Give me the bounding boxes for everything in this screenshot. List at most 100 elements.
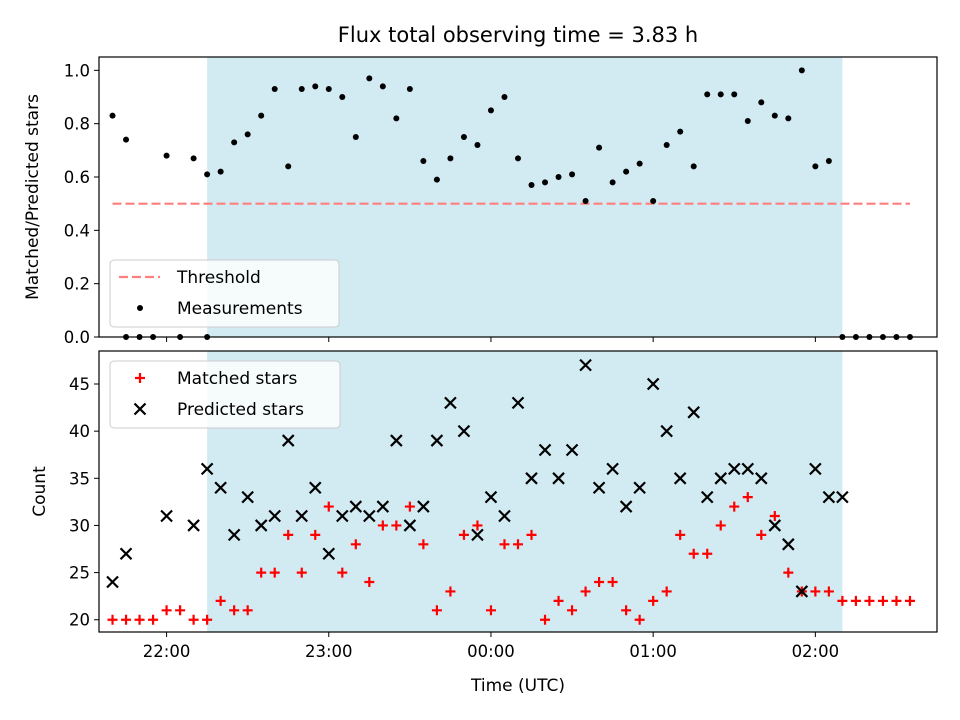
- predicted-star-point: [836, 490, 849, 504]
- matched-star-point: [256, 567, 267, 578]
- matched-star-point: [756, 529, 767, 540]
- predicted-star-point: [308, 481, 322, 495]
- predicted-star-point: [457, 424, 471, 438]
- matched-star-point: [688, 548, 699, 559]
- predicted-star-point: [782, 538, 795, 551]
- measurement-point: [623, 168, 630, 175]
- x-tick-label: 01:00: [629, 642, 677, 661]
- measurement-point: [555, 174, 562, 180]
- matched-star-point: [148, 614, 159, 625]
- x-tick-label: 23:00: [305, 642, 353, 661]
- measurement-point: [650, 198, 657, 204]
- measurement-point: [717, 91, 724, 98]
- measurement-point: [366, 75, 373, 82]
- y-tick-label: 30: [69, 516, 90, 535]
- predicted-star-point: [444, 396, 457, 410]
- y-tick-label: 0.2: [64, 275, 90, 294]
- matched-star-point: [485, 605, 496, 616]
- predicted-star-point: [525, 472, 538, 485]
- matched-star-point: [134, 614, 145, 625]
- measurement-point: [447, 155, 454, 162]
- matched-star-point: [648, 595, 659, 606]
- matched-star-point: [891, 595, 902, 606]
- measurement-point: [582, 198, 589, 204]
- matched-star-point: [580, 586, 591, 597]
- matched-star-point: [769, 511, 780, 522]
- predicted-star-point: [241, 490, 254, 504]
- measurement-point: [771, 112, 778, 119]
- matched-star-point: [661, 586, 672, 597]
- matched-star-point: [283, 529, 294, 540]
- measurement-point: [123, 136, 130, 143]
- matched-star-point: [783, 567, 794, 578]
- y-tick-label: 45: [69, 375, 90, 394]
- predicted-star-point: [552, 472, 565, 485]
- matched-star-point: [269, 567, 280, 578]
- matched-star-point: [904, 595, 915, 606]
- measurement-point: [785, 115, 792, 122]
- y-tick-label: 35: [69, 469, 90, 488]
- legend-label: Measurements: [177, 299, 303, 319]
- predicted-star-point: [119, 547, 133, 561]
- predicted-star-point: [200, 462, 214, 476]
- measurement-point: [406, 86, 413, 92]
- predicted-star-point: [187, 519, 200, 532]
- predicted-star-point: [322, 547, 336, 561]
- measurement-point: [487, 107, 494, 114]
- axes-frame: [98, 56, 938, 338]
- matched-star-point: [472, 520, 483, 531]
- matched-star-point: [513, 539, 523, 550]
- matched-star-point: [229, 605, 240, 616]
- measurement-point: [163, 152, 170, 159]
- predicted-star-point: [417, 500, 430, 513]
- matched-star-point: [702, 548, 713, 559]
- matched-star-point: [540, 614, 551, 625]
- predicted-star-point: [349, 500, 363, 513]
- measurement-point: [825, 158, 832, 164]
- measurement-point: [420, 158, 427, 164]
- matched-star-point: [404, 501, 415, 512]
- predicted-star-point: [619, 500, 633, 513]
- predicted-star-point: [227, 528, 241, 542]
- predicted-star-point: [660, 424, 673, 438]
- matched-star-point: [594, 577, 605, 588]
- predicted-star-point: [741, 462, 755, 476]
- predicted-star-point: [795, 585, 809, 598]
- legend-label: Threshold: [176, 268, 261, 288]
- measurement-point: [433, 176, 440, 183]
- legend-box: [109, 259, 340, 328]
- matched-star-point: [418, 539, 429, 550]
- matched-star-point: [634, 614, 645, 625]
- x-axis-label: Time (UTC): [470, 676, 565, 696]
- measurement-point: [596, 144, 603, 151]
- predicted-star-point: [727, 462, 741, 476]
- predicted-star-point: [390, 434, 403, 447]
- matched-star-point: [567, 605, 578, 616]
- predicted-star-point: [822, 490, 836, 504]
- matched-star-point: [391, 520, 402, 531]
- predicted-star-point: [254, 519, 268, 532]
- matched-star-point: [431, 605, 442, 616]
- matched-star-point: [553, 595, 564, 606]
- predicted-star-point: [633, 481, 646, 495]
- measurement-point: [663, 142, 670, 148]
- measurement-point: [744, 118, 751, 124]
- predicted-star-point: [268, 509, 281, 523]
- matched-star-point: [161, 605, 172, 616]
- matched-star-point: [121, 614, 132, 625]
- measurement-point: [609, 179, 616, 186]
- y-tick-label: 1.0: [64, 61, 90, 80]
- measurement-point: [109, 112, 116, 119]
- matched-star-point: [823, 586, 834, 597]
- measurement-point: [312, 83, 319, 90]
- measurement-point: [690, 163, 697, 170]
- y-tick-label: 20: [69, 611, 90, 630]
- x-tick-label: 22:00: [143, 642, 191, 661]
- matched-star-point: [607, 577, 618, 588]
- predicted-star-point: [106, 575, 119, 589]
- predicted-star-point: [363, 509, 376, 523]
- predicted-star-point: [579, 358, 592, 372]
- matched-star-point: [458, 529, 469, 540]
- predicted-star-point: [403, 519, 417, 532]
- predicted-star-point: [336, 509, 349, 523]
